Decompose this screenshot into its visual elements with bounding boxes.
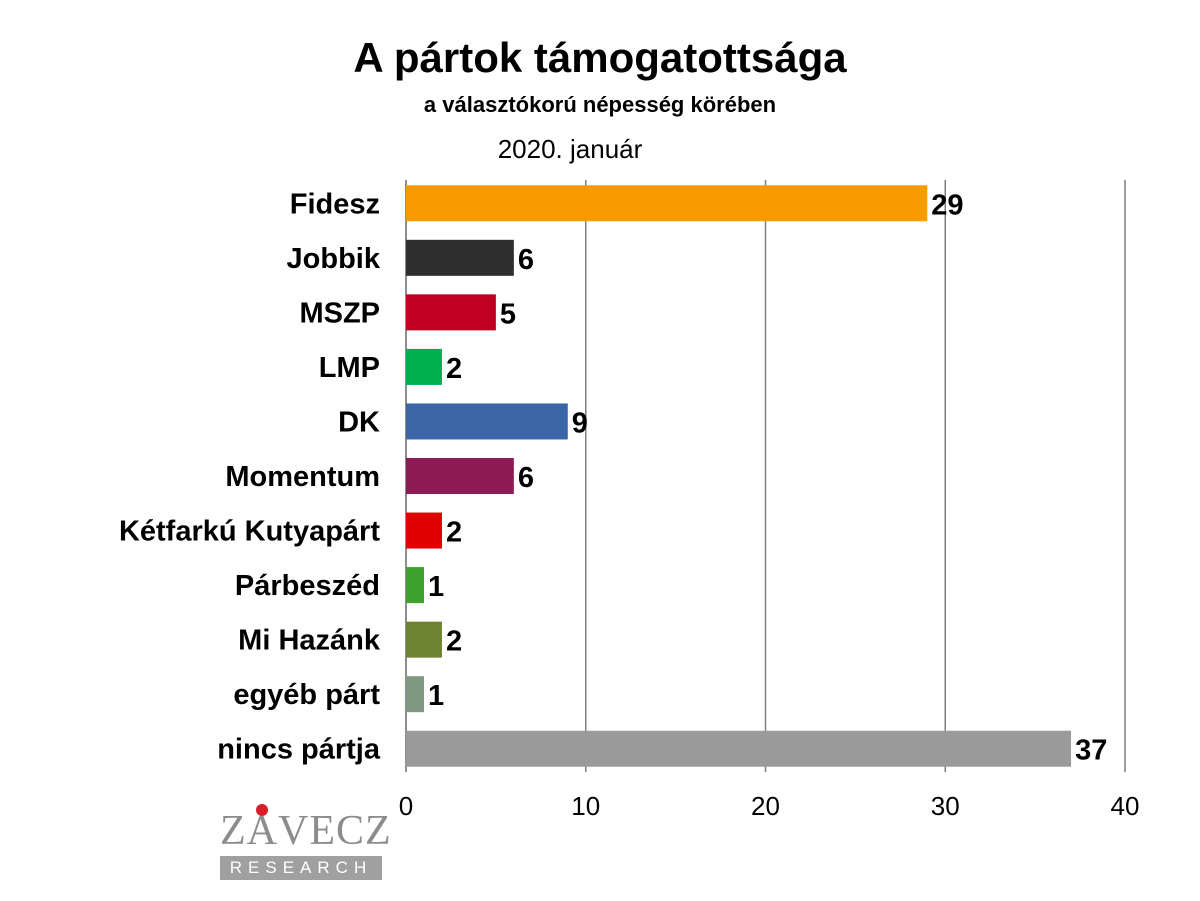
- bar: [406, 676, 424, 713]
- data-label: 1: [428, 571, 444, 603]
- chart-subtitle: a választókorú népesség körében: [423, 92, 777, 117]
- category-label: DK: [338, 406, 380, 438]
- category-label: Mi Hazánk: [238, 625, 381, 657]
- category-label: egyéb párt: [233, 679, 380, 711]
- data-label: 29: [931, 189, 963, 221]
- logo-red-dot: [256, 804, 268, 816]
- category-label: LMP: [319, 352, 380, 384]
- bar: [406, 621, 442, 658]
- x-tick-label: 20: [751, 791, 780, 821]
- gridlines: [405, 180, 1126, 772]
- bars: [406, 185, 1072, 767]
- bar: [406, 239, 514, 276]
- bar: [406, 730, 1072, 767]
- data-label: 9: [572, 407, 588, 439]
- data-label: 6: [518, 244, 534, 276]
- x-tick-label: 40: [1111, 791, 1140, 821]
- bar: [406, 512, 442, 549]
- data-label: 1: [428, 680, 444, 712]
- data-label: 2: [446, 353, 462, 385]
- category-label: Jobbik: [287, 243, 381, 275]
- x-axis-ticks: 0 10 20 30 40: [399, 791, 1140, 821]
- bar: [406, 458, 514, 494]
- x-tick-label: 30: [931, 791, 960, 821]
- bar: [406, 567, 424, 604]
- logo-subtitle: RESEARCH: [229, 858, 373, 877]
- logo-band: RESEARCH: [220, 856, 382, 880]
- bar: [406, 348, 442, 385]
- category-label: Fidesz: [290, 188, 380, 220]
- date-label: 2020. január: [497, 134, 643, 164]
- category-label: Kétfarkú Kutyapárt: [119, 516, 380, 548]
- zavecz-research-logo: ZÁVECZ RESEARCH: [220, 804, 392, 880]
- x-tick-label: 0: [399, 791, 413, 821]
- category-label: Párbeszéd: [235, 570, 380, 602]
- data-label: 2: [446, 626, 462, 658]
- category-label: MSZP: [299, 297, 380, 329]
- chart-title: A pártok támogatottsága: [353, 34, 847, 81]
- x-tick-label: 10: [571, 791, 600, 821]
- logo-wordmark: ZÁVECZ: [220, 808, 392, 854]
- data-label: 37: [1075, 735, 1107, 767]
- data-label: 5: [500, 298, 516, 330]
- bar: [406, 294, 496, 331]
- data-label: 6: [518, 462, 534, 494]
- data-label: 2: [446, 517, 462, 549]
- category-label: Momentum: [225, 461, 380, 493]
- category-label: nincs pártja: [217, 734, 381, 766]
- bar: [406, 185, 928, 222]
- category-labels: Fidesz Jobbik MSZP LMP DK Momentum Kétfarkú Ku…: [119, 188, 381, 765]
- bar: [406, 403, 568, 440]
